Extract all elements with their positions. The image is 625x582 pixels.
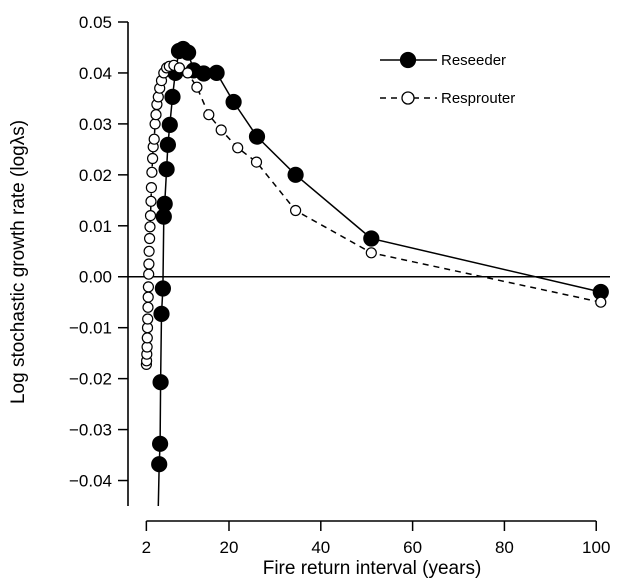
data-point-resprouter — [147, 152, 159, 165]
plot-area: −0.04 −0.03 −0.02 −0.01 0.00 0.01 0.02 0.03 0.04… — [69, 13, 610, 557]
data-point-resprouter — [150, 109, 162, 121]
legend-reseeder-label: Reseeder — [441, 52, 506, 69]
data-point-resprouter — [141, 332, 153, 344]
data-point-reseeder — [225, 93, 242, 111]
data-point-reseeder — [154, 280, 171, 297]
series-reseeder — [151, 40, 609, 507]
data-point-resprouter — [148, 133, 160, 145]
data-point-reseeder — [248, 128, 266, 145]
data-point-reseeder — [158, 161, 175, 178]
data-point-resprouter — [144, 232, 156, 245]
data-point-reseeder — [161, 116, 178, 134]
data-point-resprouter — [142, 291, 154, 303]
x-tick-label: 20 — [220, 538, 239, 557]
y-tick-label: 0.05 — [79, 13, 112, 32]
legend-reseeder-marker — [399, 51, 417, 69]
data-point-resprouter — [149, 118, 161, 130]
data-point-resprouter — [145, 182, 157, 194]
data-point-reseeder — [164, 88, 181, 106]
data-point-reseeder — [159, 136, 176, 153]
x-axis-label: Fire return interval (years) — [263, 558, 482, 579]
series-line-reseeder — [157, 48, 601, 507]
x-tick-label: 40 — [311, 538, 330, 557]
data-point-reseeder — [363, 230, 380, 247]
y-ticks: −0.04 −0.03 −0.02 −0.01 0.00 0.01 0.02 0.03 0.04… — [69, 13, 128, 491]
x-ticks: 2 20 40 60 80 100 — [142, 521, 610, 557]
series-resprouter — [140, 59, 607, 370]
y-tick-label: 0.00 — [79, 268, 112, 287]
x-tick-label: 2 — [142, 538, 151, 557]
data-point-resprouter — [365, 247, 377, 259]
y-tick-label: −0.02 — [69, 370, 112, 389]
legend-resprouter-label: Resprouter — [441, 90, 515, 107]
legend: Reseeder Resprouter — [380, 51, 515, 107]
data-point-resprouter — [250, 156, 263, 168]
data-point-resprouter — [143, 258, 155, 270]
data-point-resprouter — [215, 124, 227, 136]
y-tick-label: 0.01 — [79, 217, 112, 236]
x-tick-label: 60 — [403, 538, 422, 557]
data-point-reseeder — [153, 305, 170, 322]
data-point-resprouter — [232, 142, 244, 154]
data-point-reseeder — [151, 456, 168, 473]
legend-resprouter-marker — [401, 91, 415, 105]
y-tick-label: 0.04 — [79, 64, 112, 83]
data-point-resprouter — [290, 204, 302, 217]
data-point-resprouter — [145, 195, 157, 207]
data-point-resprouter — [143, 245, 155, 257]
data-point-resprouter — [142, 281, 154, 293]
data-point-reseeder — [208, 64, 225, 82]
data-point-reseeder — [156, 195, 173, 212]
y-tick-label: 0.02 — [79, 166, 112, 185]
data-point-resprouter — [142, 301, 154, 313]
data-point-reseeder — [180, 44, 197, 61]
y-tick-label: 0.03 — [79, 115, 112, 134]
data-point-resprouter — [144, 210, 157, 222]
y-tick-label: −0.03 — [69, 421, 112, 440]
data-point-resprouter — [144, 221, 156, 233]
data-point-resprouter — [146, 166, 158, 178]
data-point-resprouter — [142, 313, 154, 325]
data-point-resprouter — [173, 62, 185, 74]
data-point-resprouter — [595, 296, 607, 308]
data-point-resprouter — [141, 341, 153, 353]
data-point-resprouter — [143, 268, 155, 280]
data-point-reseeder — [152, 435, 169, 452]
x-tick-label: 80 — [495, 538, 514, 557]
data-point-resprouter — [191, 81, 203, 93]
y-axis-label: Log stochastic growth rate (logλs) — [8, 120, 29, 404]
data-point-resprouter — [182, 67, 194, 79]
y-tick-label: −0.04 — [69, 472, 112, 491]
data-point-resprouter — [203, 109, 215, 121]
data-point-reseeder — [152, 374, 169, 391]
data-point-reseeder — [287, 166, 304, 183]
series-layer — [140, 40, 609, 507]
x-tick-label: 100 — [582, 538, 610, 557]
y-tick-label: −0.01 — [69, 319, 112, 338]
series-line-resprouter — [145, 64, 601, 365]
